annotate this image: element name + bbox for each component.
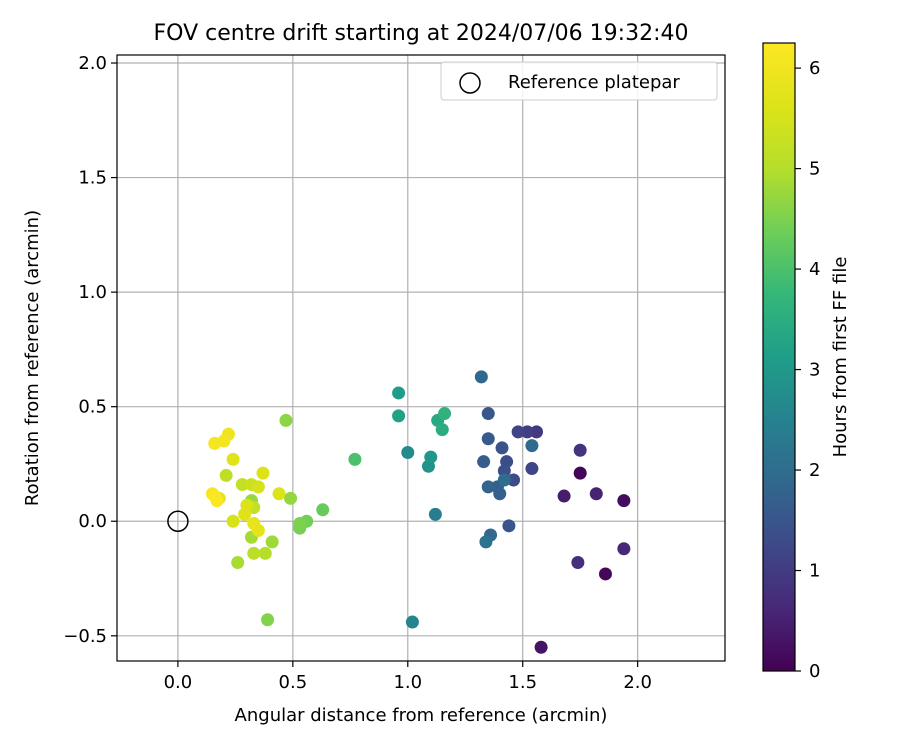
data-point — [495, 441, 509, 455]
data-point — [477, 455, 491, 469]
x-tick-label: 2.0 — [623, 672, 652, 693]
data-point — [511, 425, 525, 439]
data-point — [481, 407, 495, 421]
data-point — [479, 535, 493, 549]
x-axis-ticks: 0.0 0.5 1.0 1.5 2.0 — [164, 661, 652, 693]
data-point — [435, 423, 449, 437]
y-tick-label: −0.5 — [63, 626, 107, 647]
colorbar-label: Hours from first FF file — [830, 257, 851, 458]
legend-reference-marker — [459, 72, 481, 94]
data-point — [507, 473, 521, 487]
colorbar-ticks: 0 1 2 3 4 5 6 — [795, 58, 820, 682]
data-point — [589, 487, 603, 501]
y-tick-label: 1.0 — [78, 282, 107, 303]
data-point — [438, 407, 452, 421]
x-tick-label: 0.5 — [279, 672, 308, 693]
data-point — [316, 503, 330, 517]
reference-platepar-marker — [167, 510, 189, 532]
data-point — [279, 413, 293, 427]
data-point — [261, 613, 275, 627]
reference-marker-layer — [167, 510, 189, 532]
data-point — [293, 517, 307, 531]
data-point — [208, 436, 222, 450]
data-point — [571, 555, 585, 569]
plot-frame — [116, 54, 726, 662]
data-point — [226, 452, 240, 466]
data-point — [617, 494, 631, 508]
data-point — [481, 432, 495, 446]
colorbar-tick-label: 6 — [809, 58, 820, 79]
colorbar-tick-label: 2 — [809, 460, 820, 481]
x-tick-label: 1.5 — [508, 672, 537, 693]
data-point — [256, 466, 270, 480]
y-tick-label: 1.5 — [78, 168, 107, 189]
data-point — [284, 491, 298, 505]
data-point — [247, 546, 261, 560]
y-tick-label: 0.0 — [78, 511, 107, 532]
legend-box — [440, 61, 718, 101]
data-point — [557, 489, 571, 503]
data-point — [573, 466, 587, 480]
data-point — [226, 514, 240, 528]
data-point — [530, 425, 544, 439]
data-point — [520, 425, 534, 439]
data-point — [502, 519, 516, 533]
colorbar-tick-label: 0 — [809, 661, 820, 682]
x-tick-label: 0.0 — [164, 672, 193, 693]
data-point — [481, 480, 495, 494]
data-point — [525, 439, 539, 453]
data-point — [617, 542, 631, 556]
data-point — [258, 546, 272, 560]
data-point — [231, 555, 245, 569]
colorbar-tick-label: 1 — [809, 561, 820, 582]
y-tick-label: 2.0 — [78, 53, 107, 74]
data-point — [238, 507, 252, 521]
y-axis-ticks: −0.5 0.0 0.5 1.0 1.5 2.0 — [63, 53, 117, 647]
data-point — [210, 494, 224, 508]
data-point — [401, 446, 415, 460]
data-point — [265, 535, 279, 549]
data-point — [219, 468, 233, 482]
data-point — [497, 464, 511, 478]
colorbar — [762, 42, 796, 672]
data-point — [474, 370, 488, 384]
plot-area — [117, 55, 725, 661]
data-point — [392, 409, 406, 423]
data-point — [405, 615, 419, 629]
data-point — [247, 517, 261, 531]
y-axis-label: Rotation from reference (arcmin) — [22, 210, 43, 506]
chart-title: FOV centre drift starting at 2024/07/06 … — [154, 21, 689, 46]
data-point — [424, 450, 438, 464]
data-point — [428, 507, 442, 521]
x-tick-label: 1.0 — [393, 672, 422, 693]
data-point — [534, 640, 548, 654]
legend-entry-reference: Reference platepar — [508, 72, 680, 93]
colorbar-tick-label: 3 — [809, 360, 820, 381]
colorbar-tick-label: 5 — [809, 159, 820, 180]
colorbar-tick-label: 4 — [809, 259, 820, 280]
data-point — [251, 480, 265, 494]
data-point — [392, 386, 406, 400]
data-point — [493, 487, 507, 501]
data-points — [205, 370, 631, 654]
data-point — [598, 567, 612, 581]
data-point — [272, 487, 286, 501]
legend: Reference platepar — [440, 61, 718, 101]
data-point — [235, 478, 249, 492]
data-point — [497, 473, 511, 487]
data-point — [525, 462, 539, 476]
x-axis-label: Angular distance from reference (arcmin) — [235, 705, 608, 726]
data-point — [348, 452, 362, 466]
data-point — [573, 443, 587, 457]
y-tick-label: 0.5 — [78, 397, 107, 418]
